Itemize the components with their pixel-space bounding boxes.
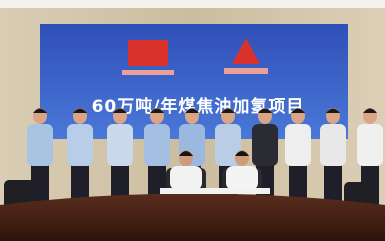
shirt: [252, 124, 278, 166]
signing-table: [0, 194, 385, 241]
shirt: [320, 124, 346, 166]
shirt: [170, 166, 202, 190]
shirt: [285, 124, 311, 166]
logo-caption: [122, 70, 174, 75]
shirt: [27, 124, 53, 166]
logo-mark: [128, 40, 168, 66]
photo: 60万吨/年煤焦油加氢项目: [0, 0, 385, 241]
shirt: [67, 124, 93, 166]
top-border: [0, 0, 385, 8]
documents: [160, 188, 270, 194]
logo-caption: [224, 68, 268, 74]
shirt: [357, 124, 383, 166]
shirt: [226, 166, 258, 190]
shirt: [144, 124, 170, 166]
shirt: [107, 124, 133, 166]
page: 60万吨/年煤焦油加氢项目 (() => { const data = JSON…: [0, 0, 385, 241]
